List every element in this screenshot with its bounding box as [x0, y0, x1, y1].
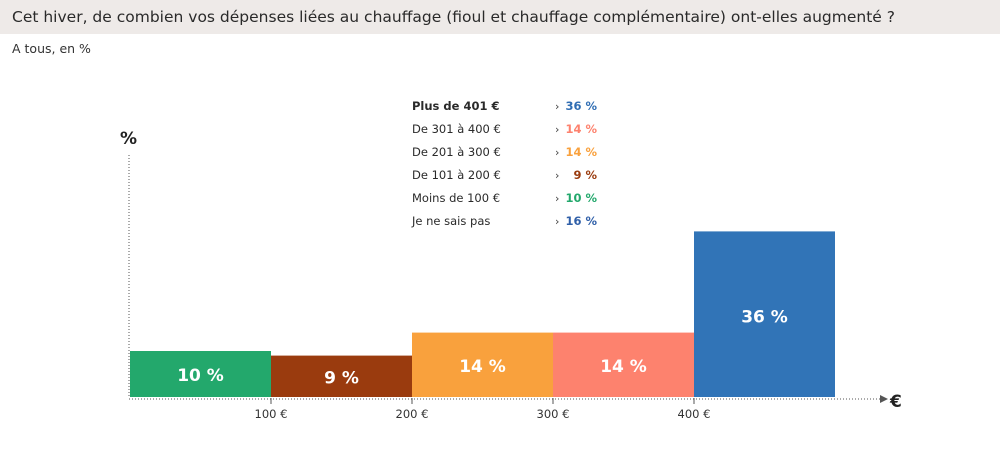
legend-value: 10 % [565, 191, 597, 205]
legend-arrow: › [555, 123, 559, 136]
bar-value-label: 14 % [459, 357, 506, 377]
bar-2 [412, 332, 553, 397]
legend: Plus de 401 € › 36 %De 301 à 400 € › 14 %De … [411, 99, 597, 228]
legend-arrow: › [555, 192, 559, 205]
legend-entry: De 201 à 300 € › 14 % [412, 145, 597, 159]
legend-arrow: › [555, 100, 559, 113]
legend-label: Moins de 100 € [412, 191, 500, 205]
legend-label: Je ne sais pas [411, 214, 490, 228]
legend-value: 16 % [565, 214, 597, 228]
legend-entry: Plus de 401 € › 36 % [412, 99, 597, 113]
legend-entry: Moins de 100 € › 10 % [412, 191, 597, 205]
legend-label: Plus de 401 € [412, 99, 499, 113]
chart-title: Cet hiver, de combien vos dépenses liées… [12, 8, 895, 26]
axes-layer: % € [120, 129, 902, 412]
legend-label: De 301 à 400 € [412, 122, 501, 136]
bar-1 [271, 355, 412, 397]
bar-value-label: 14 % [600, 357, 647, 377]
legend-value: 14 % [565, 145, 597, 159]
title-bar: Cet hiver, de combien vos dépenses liées… [0, 0, 1000, 34]
x-axis-arrowhead [880, 395, 888, 403]
legend-value: 14 % [565, 122, 597, 136]
x-tick-label: 200 € [396, 407, 429, 421]
bar-3 [553, 332, 694, 397]
legend-label: De 101 à 200 € [412, 168, 501, 182]
legend-entry: De 301 à 400 € › 14 % [412, 122, 597, 136]
bar-value-label: 36 % [741, 307, 788, 327]
bar-value-label: 9 % [324, 368, 359, 388]
bar-4 [694, 231, 835, 397]
x-ticks-layer: 100 € 200 € 300 € 400 € [255, 398, 711, 421]
legend-value: 36 % [565, 99, 597, 113]
legend-label: De 201 à 300 € [412, 145, 501, 159]
bar-0 [130, 351, 271, 397]
legend-arrow: › [555, 169, 559, 182]
legend-entry: De 101 à 200 € › 9 % [412, 168, 597, 182]
y-axis-unit-label: % [120, 129, 137, 149]
legend-arrow: › [555, 146, 559, 159]
chart-subtitle: A tous, en % [12, 41, 91, 56]
legend-arrow: › [555, 215, 559, 228]
x-tick-label: 300 € [537, 407, 570, 421]
x-axis-unit-label: € [889, 392, 902, 412]
x-tick-label: 100 € [255, 407, 288, 421]
x-tick-label: 400 € [678, 407, 711, 421]
legend-entry: Je ne sais pas › 16 % [411, 214, 597, 228]
legend-value: 9 % [573, 168, 597, 182]
bar-value-label: 10 % [177, 366, 224, 386]
bars-layer: 10 % 9 % 14 % 14 % 36 % [130, 231, 835, 397]
